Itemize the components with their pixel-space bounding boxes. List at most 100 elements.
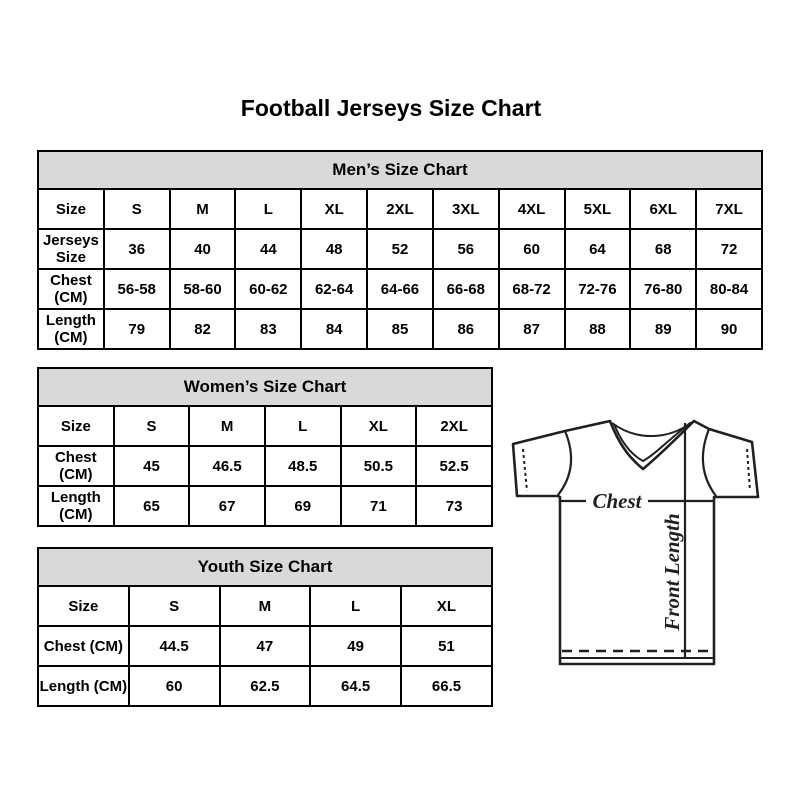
value-cell: 60	[497, 228, 566, 270]
value-cell: 76-80	[629, 268, 698, 310]
row-header-cell: Size	[37, 188, 105, 230]
value-cell: S	[102, 188, 171, 230]
youth-size-table: Youth Size Chart Size S M L XL Chest (CM) 44.5 4…	[37, 547, 493, 707]
value-cell: 84	[300, 308, 369, 350]
table-row: Length (CM) 65 67 69 71 73	[37, 485, 493, 527]
value-cell: 51	[400, 625, 493, 667]
row-header-cell: Chest (CM)	[37, 625, 130, 667]
row-header-cell: Length (CM)	[37, 308, 105, 350]
value-cell: XL	[300, 188, 369, 230]
row-header-cell: Length (CM)	[37, 665, 130, 707]
value-cell: 82	[168, 308, 237, 350]
row-header-cell: Chest (CM)	[37, 268, 105, 310]
value-cell: 40	[168, 228, 237, 270]
jersey-outline	[511, 419, 760, 666]
right-cuff-dotted-line	[746, 448, 751, 492]
value-cell: 47	[218, 625, 312, 667]
collar-inner-line	[613, 422, 691, 463]
value-cell: 44.5	[127, 625, 221, 667]
value-cell: 68	[629, 228, 698, 270]
value-cell: 4XL	[497, 188, 566, 230]
youth-size-table-grid: Youth Size Chart Size S M L XL Chest (CM) 44.5 4…	[37, 547, 493, 707]
value-cell: 58-60	[168, 268, 237, 310]
table-row: Length (CM) 79 82 83 84 85 86 87 88 89 90	[37, 308, 763, 350]
value-cell: 64-66	[366, 268, 434, 310]
value-cell: L	[234, 188, 303, 230]
value-cell: S	[112, 405, 191, 447]
value-cell: 48	[300, 228, 369, 270]
womens-size-table-grid: Women’s Size Chart Size S M L XL 2XL Chest (CM)…	[37, 367, 493, 527]
table-row: Chest (CM) 45 46.5 48.5 50.5 52.5	[37, 445, 493, 487]
table-row: Length (CM) 60 62.5 64.5 66.5	[37, 665, 493, 707]
value-cell: 62-64	[300, 268, 369, 310]
mens-size-table-grid: Men’s Size Chart Size S M L XL 2XL 3XL 4XL 5XL 6XL…	[37, 150, 763, 350]
value-cell: 72	[695, 228, 763, 270]
jersey-measurement-diagram: Chest Front Length	[503, 400, 769, 676]
value-cell: XL	[400, 585, 493, 627]
value-cell: 83	[234, 308, 303, 350]
value-cell: 69	[263, 485, 342, 527]
value-cell: 89	[629, 308, 698, 350]
value-cell: 87	[497, 308, 566, 350]
value-cell: 80-84	[695, 268, 763, 310]
chest-label: Chest	[592, 489, 642, 513]
jersey-diagram-icon: Chest Front Length	[511, 419, 760, 666]
table-row: Size S M L XL 2XL	[37, 405, 493, 447]
row-header-cell: Length (CM)	[37, 485, 115, 527]
value-cell: 2XL	[415, 405, 493, 447]
value-cell: 64	[563, 228, 632, 270]
value-cell: 49	[309, 625, 402, 667]
value-cell: 66.5	[400, 665, 493, 707]
value-cell: 60-62	[234, 268, 303, 310]
value-cell: 90	[695, 308, 763, 350]
table-row: Size S M L XL	[37, 585, 493, 627]
table-row: Jerseys Size 36 40 44 48 52 56 60 64 68 72	[37, 228, 763, 270]
page-title: Football Jerseys Size Chart	[240, 95, 542, 121]
table-title: Women’s Size Chart	[37, 367, 493, 407]
value-cell: 68-72	[497, 268, 566, 310]
row-header-cell: Size	[37, 585, 130, 627]
value-cell: 2XL	[366, 188, 434, 230]
right-sleeve-seam	[701, 428, 717, 497]
value-cell: M	[188, 405, 266, 447]
left-sleeve-seam	[557, 430, 573, 496]
value-cell: 52	[366, 228, 434, 270]
value-cell: 3XL	[431, 188, 500, 230]
value-cell: 36	[102, 228, 171, 270]
value-cell: 79	[102, 308, 171, 350]
value-cell: 62.5	[218, 665, 312, 707]
value-cell: XL	[339, 405, 418, 447]
value-cell: M	[168, 188, 237, 230]
value-cell: 73	[415, 485, 493, 527]
table-row: Chest (CM) 56-58 58-60 60-62 62-64 64-66 66-68…	[37, 268, 763, 310]
value-cell: 60	[127, 665, 221, 707]
value-cell: L	[263, 405, 342, 447]
value-cell: 71	[339, 485, 418, 527]
value-cell: 56-58	[102, 268, 171, 310]
value-cell: 5XL	[563, 188, 632, 230]
value-cell: S	[127, 585, 221, 627]
table-row: Chest (CM) 44.5 47 49 51	[37, 625, 493, 667]
value-cell: M	[218, 585, 312, 627]
table-title: Men’s Size Chart	[37, 150, 763, 190]
value-cell: 72-76	[563, 268, 632, 310]
value-cell: L	[309, 585, 402, 627]
value-cell: 7XL	[695, 188, 763, 230]
value-cell: 52.5	[415, 445, 493, 487]
value-cell: 65	[112, 485, 191, 527]
table-title: Youth Size Chart	[37, 547, 493, 587]
value-cell: 56	[431, 228, 500, 270]
value-cell: 85	[366, 308, 434, 350]
value-cell: 88	[563, 308, 632, 350]
value-cell: 64.5	[309, 665, 402, 707]
mens-size-table: Men’s Size Chart Size S M L XL 2XL 3XL 4XL 5XL 6XL…	[37, 150, 763, 350]
value-cell: 44	[234, 228, 303, 270]
value-cell: 66-68	[431, 268, 500, 310]
left-cuff-dotted-line	[522, 448, 528, 492]
value-cell: 67	[188, 485, 266, 527]
value-cell: 45	[112, 445, 191, 487]
row-header-cell: Size	[37, 405, 115, 447]
table-row: Size S M L XL 2XL 3XL 4XL 5XL 6XL 7XL	[37, 188, 763, 230]
value-cell: 50.5	[339, 445, 418, 487]
row-header-cell: Jerseys Size	[37, 228, 105, 270]
